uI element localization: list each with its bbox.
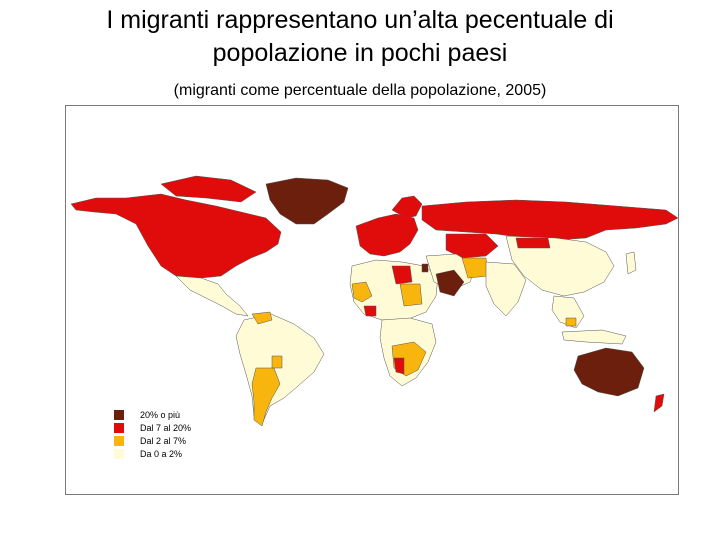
region-libya <box>391 265 413 285</box>
world-map-frame: 20% o più Dal 7 al 20% Dal 2 al 7% Da 0 … <box>65 105 679 495</box>
map-legend: 20% o più Dal 7 al 20% Dal 2 al 7% Da 0 … <box>114 409 191 461</box>
region-russia <box>421 199 678 241</box>
region-west-africa <box>351 281 373 303</box>
legend-swatch-low <box>114 448 124 459</box>
region-malaysia <box>565 317 577 327</box>
map-title: I migranti rappresentano un’alta pecentu… <box>0 4 720 70</box>
region-australia <box>573 347 645 397</box>
legend-swatch-mid-low <box>114 435 124 446</box>
title-line-1: I migranti rappresentano un’alta pecentu… <box>106 6 614 34</box>
region-ivory-coast <box>363 305 377 317</box>
legend-label-mid-low: Dal 2 al 7% <box>140 435 187 446</box>
region-east-asia <box>505 235 615 297</box>
region-greenland <box>265 177 349 225</box>
legend-label-high: 20% o più <box>140 409 181 420</box>
title-line-2: popolazione in pochi paesi <box>212 39 508 67</box>
region-argentina <box>251 367 281 427</box>
legend-swatch-mid-high <box>114 422 124 433</box>
map-subtitle: (migranti come percentuale della popolaz… <box>173 82 547 99</box>
region-canada-usa <box>70 193 282 279</box>
region-sudan-chad <box>399 283 423 307</box>
region-europe <box>355 213 419 257</box>
region-mexico <box>175 275 249 317</box>
region-indonesia <box>561 329 627 345</box>
region-mongolia <box>515 237 551 249</box>
region-south-asia <box>485 261 527 317</box>
region-north-africa <box>349 259 439 321</box>
legend-item-mid-low: Dal 2 al 7% <box>114 435 191 446</box>
legend-item-mid-high: Dal 7 al 20% <box>114 422 191 433</box>
region-south-america <box>235 313 325 425</box>
region-arctic-canada <box>160 175 257 203</box>
world-map <box>70 175 678 427</box>
legend-label-mid-high: Dal 7 al 20% <box>140 422 192 433</box>
region-paraguay <box>271 355 283 369</box>
region-venezuela <box>251 311 273 325</box>
legend-item-high: 20% o più <box>114 409 191 420</box>
region-israel <box>421 263 429 273</box>
region-scandinavia <box>391 195 423 219</box>
region-japan <box>625 251 637 275</box>
region-central-asia <box>445 233 499 259</box>
region-namibia <box>393 357 405 375</box>
region-new-zealand <box>653 393 665 413</box>
legend-label-low: Da 0 a 2% <box>140 448 183 459</box>
region-saudi <box>435 269 465 297</box>
legend-item-low: Da 0 a 2% <box>114 448 191 459</box>
legend-swatch-high <box>114 409 124 420</box>
